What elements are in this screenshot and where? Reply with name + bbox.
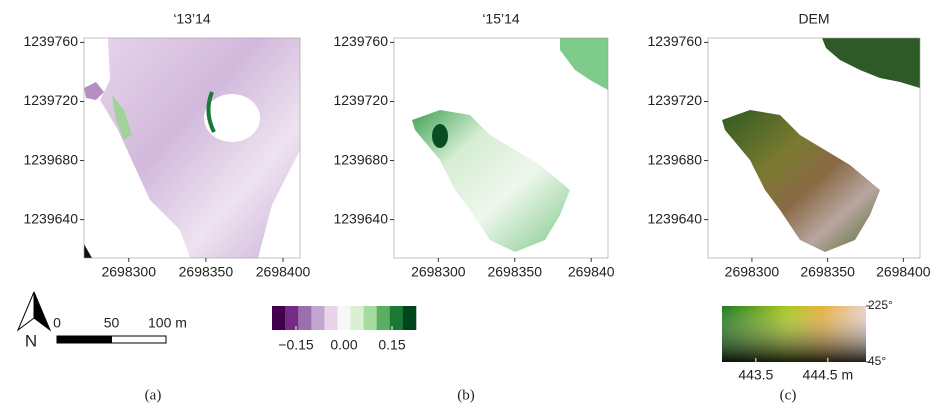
scale-label: 0 [53, 315, 61, 331]
y-tick-label: 1239760 [333, 33, 388, 49]
raster-b [412, 38, 608, 252]
colorbar-label: 0.15 [378, 337, 405, 353]
colorbar-step [363, 306, 378, 330]
x-tick-label: 2698350 [487, 264, 542, 280]
x-tick-label: 2698350 [800, 264, 855, 280]
y-tick-label: 1239720 [23, 92, 78, 108]
plot-frame [393, 37, 609, 259]
y-tick-label: 1239680 [333, 151, 388, 167]
colorbar-step [272, 306, 286, 330]
scale-segment [111, 335, 167, 344]
scale-segment [56, 335, 112, 344]
y-tick-label: 1239680 [647, 151, 702, 167]
panel-caption: (a) [145, 387, 162, 403]
colorbar-step [376, 306, 391, 330]
colorbar-step [350, 306, 364, 330]
colorbar-step [298, 306, 312, 330]
colorbar-step [311, 306, 325, 330]
colorbar-step [324, 306, 338, 330]
legend-x-label: 443.5 [738, 367, 773, 383]
legend-x-label: 444.5 m [803, 367, 854, 383]
y-tick-label: 1239760 [23, 33, 78, 49]
raster-a [84, 38, 300, 258]
legend-y-label: 45° [868, 354, 886, 368]
plot-frame [707, 37, 921, 259]
scale-label: 50 [104, 315, 120, 331]
y-tick-label: 1239640 [333, 210, 388, 226]
y-tick-label: 1239680 [23, 151, 78, 167]
panel-title: ‘13’14 [173, 11, 211, 27]
y-tick-label: 1239640 [647, 210, 702, 226]
y-tick-label: 1239720 [647, 92, 702, 108]
colorbar-step [389, 306, 404, 330]
colorbar-step [285, 306, 299, 330]
x-tick-label: 2698300 [725, 264, 780, 280]
x-tick-label: 2698300 [101, 264, 156, 280]
x-tick-label: 269840 [568, 264, 615, 280]
legend-fill [722, 306, 866, 362]
x-tick-label: 2698400 [256, 264, 311, 280]
panel-caption: (b) [457, 387, 475, 403]
colorbar-label: −0.15 [278, 337, 314, 353]
north-arrow: N [16, 291, 52, 350]
panel-title: DEM [798, 11, 829, 27]
y-tick-label: 1239720 [333, 92, 388, 108]
plot-frame [83, 37, 301, 259]
raster-c [722, 38, 920, 252]
scale-label: 100 m [148, 315, 187, 331]
x-tick-label: 2698400 [876, 264, 931, 280]
panel-title: ‘15’14 [482, 11, 520, 27]
y-tick-label: 1239640 [23, 210, 78, 226]
x-tick-label: 2698350 [179, 264, 234, 280]
colorbar-step [337, 306, 351, 330]
y-tick-label: 1239760 [647, 33, 702, 49]
colorbar-label: 0.00 [330, 337, 357, 353]
legend-y-label: 225° [868, 298, 893, 312]
north-label: N [25, 331, 37, 350]
colorbar-step [402, 306, 417, 330]
panel-caption: (c) [780, 387, 797, 403]
x-tick-label: 2698300 [411, 264, 466, 280]
